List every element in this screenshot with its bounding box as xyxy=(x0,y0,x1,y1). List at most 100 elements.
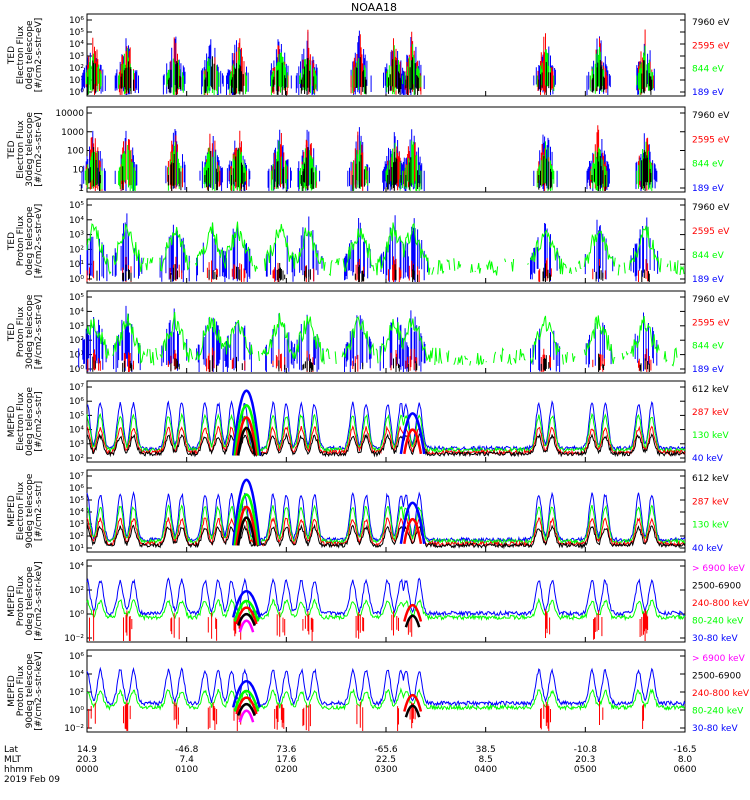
y-axis-label: [#/cm2-s-str-keV] xyxy=(34,651,44,730)
y-axis-label: Proton Flux xyxy=(16,306,26,357)
x-tick-label-lat: 14.9 xyxy=(77,745,97,755)
y-axis-label: Electron Flux xyxy=(16,25,26,84)
y-axis-label: [#/cm2-s-str-eV] xyxy=(34,295,44,370)
dome2-240-800kev xyxy=(403,693,423,712)
panel-ted-e-0: 10⁶ 10⁵ 10⁴ 10³ 10² 10¹ 10⁰ TED Electron Flux 0de… xyxy=(7,13,730,98)
x-tick-label-hhmm: 0000 xyxy=(76,765,99,775)
legend-entry: 844 eV xyxy=(692,251,725,261)
dome-612kev xyxy=(236,516,257,546)
y-tick-label: 10⁰ xyxy=(69,365,84,375)
y-tick-label: 10¹ xyxy=(69,76,84,86)
y-tick-label: 10⁶ xyxy=(69,397,84,407)
series-287kev xyxy=(86,425,686,457)
legend-entry: > 6900 keV xyxy=(692,654,746,664)
y-tick-label: 1 xyxy=(78,184,84,194)
y-tick-label: 10⁴ xyxy=(69,508,84,518)
dome-gt6900 xyxy=(238,619,255,633)
y-tick-label: 10⁻² xyxy=(64,634,84,644)
y-tick-label: 10⁴ xyxy=(69,40,84,50)
y-axis-label: TED xyxy=(7,232,17,251)
y-tick-label: 10⁴ xyxy=(69,562,84,572)
y-axis-label: 0deg telescope xyxy=(25,20,35,90)
y-axis-label: [#/cm2-s-str-eV] xyxy=(34,112,44,187)
legend-entry: 287 keV xyxy=(692,408,729,418)
legend-entry: 844 eV xyxy=(692,160,725,170)
x-tick-label-hhmm: 0600 xyxy=(674,765,697,775)
legend-entry: 2500-6900 xyxy=(692,672,741,682)
y-axis-label: Electron Flux xyxy=(16,120,26,179)
legend-entry: 40 keV xyxy=(692,544,724,554)
y-tick-label: 10³ xyxy=(69,440,84,450)
series-group xyxy=(78,305,684,372)
y-tick-label: 100 xyxy=(67,147,84,157)
y-tick-label: 10⁵ xyxy=(69,201,84,211)
y-tick-label: 10⁶ xyxy=(69,652,84,662)
series-7960ev xyxy=(88,147,652,191)
dome2-2500-6900 xyxy=(404,614,421,628)
dome-40kev xyxy=(231,389,262,456)
legend-entry: 7960 eV xyxy=(692,18,730,28)
x-axis: LatMLThhmm14.920.30000-46.87.4010073.617… xyxy=(4,745,697,785)
y-tick-label: 10² xyxy=(69,532,84,542)
y-tick-label: 10¹ xyxy=(69,544,84,554)
series-40kev xyxy=(86,490,686,544)
y-axis-label: MEPED xyxy=(7,585,17,617)
y-axis-label: TED xyxy=(7,46,17,65)
x-tick-label-mlt: 7.4 xyxy=(180,755,195,765)
series-80-240kev xyxy=(86,687,686,711)
y-tick-label: 10⁰ xyxy=(69,706,84,716)
y-tick-label: 10³ xyxy=(69,520,84,530)
y-axis-label: 0deg telescope xyxy=(25,566,35,636)
y-tick-label: 10⁰ xyxy=(69,275,84,285)
legend-entry: 80-240 keV xyxy=(692,617,744,627)
legend-entry: 7960 eV xyxy=(692,295,730,305)
y-tick-label: 10⁵ xyxy=(69,293,84,303)
legend-entry: 612 keV xyxy=(692,474,729,484)
y-axis-label: TED xyxy=(7,323,17,342)
y-tick-label: 10⁷ xyxy=(69,383,84,393)
y-axis-label: 30deg telescope xyxy=(25,294,35,369)
panel-meped-p-90: 10⁶ 10⁴ 10² 10⁰ 10⁻² MEPED Proton Flux 90deg te… xyxy=(7,649,750,734)
legend-entry: 240-800 keV xyxy=(692,599,750,609)
y-axis-label: 90deg telescope xyxy=(25,473,35,548)
series-7960ev xyxy=(92,353,650,372)
series-group xyxy=(86,478,686,550)
dome-130kev xyxy=(233,493,260,546)
x-tick-label-mlt: 22.5 xyxy=(376,755,396,765)
y-tick-label: 10⁴ xyxy=(69,216,84,226)
y-tick-label: 10² xyxy=(69,454,84,464)
x-tick-label-mlt: 17.6 xyxy=(276,755,296,765)
legend-entry: 2595 eV xyxy=(692,135,730,145)
legend-entry: 130 keV xyxy=(692,431,729,441)
y-tick-label: 10² xyxy=(69,586,84,596)
legend-entry: 30-80 keV xyxy=(692,724,738,734)
dome2-287kev xyxy=(403,428,423,455)
y-axis-label: Proton Flux xyxy=(16,215,26,266)
panel-meped-p-0: 10⁴ 10² 10⁰ 10⁻² MEPED Proton Flux 0deg telesc… xyxy=(7,559,750,644)
panel-ted-p-30: 10⁵ 10⁴ 10³ 10² 10¹ 10⁰ TED Proton Flux 30deg te… xyxy=(7,290,730,375)
legend-entry: 287 keV xyxy=(692,497,729,507)
y-tick-label: 10000 xyxy=(55,109,84,119)
dome-2500-6900 xyxy=(237,702,256,717)
x-tick-label-lat: -10.8 xyxy=(574,745,598,755)
series-612kev xyxy=(86,432,686,458)
series-189ev xyxy=(81,30,655,95)
date-label: 2019 Feb 09 xyxy=(4,775,60,785)
y-tick-label: 10⁵ xyxy=(69,28,84,38)
x-tick-label-lat: 38.5 xyxy=(476,745,496,755)
series-7960ev xyxy=(87,56,653,95)
series-group xyxy=(86,666,686,731)
y-tick-label: 10³ xyxy=(69,322,84,332)
chart-title: NOAA18 xyxy=(351,1,397,14)
dome-240-800kev xyxy=(235,696,258,715)
y-tick-label: 10⁷ xyxy=(69,472,84,482)
x-tick-label-mlt: 20.3 xyxy=(575,755,595,765)
x-tick-label-hhmm: 0200 xyxy=(275,765,298,775)
legend-entry: 189 eV xyxy=(692,365,725,375)
y-axis-label: MEPED xyxy=(7,675,17,707)
y-axis-label: MEPED xyxy=(7,495,17,527)
panel-ted-p-0: 10⁵ 10⁴ 10³ 10² 10¹ 10⁰ TED Proton Flux 0deg tel… xyxy=(7,198,730,285)
legend-entry: 130 keV xyxy=(692,521,729,531)
x-row-label: Lat xyxy=(4,745,19,755)
series-7960ev xyxy=(89,263,650,282)
